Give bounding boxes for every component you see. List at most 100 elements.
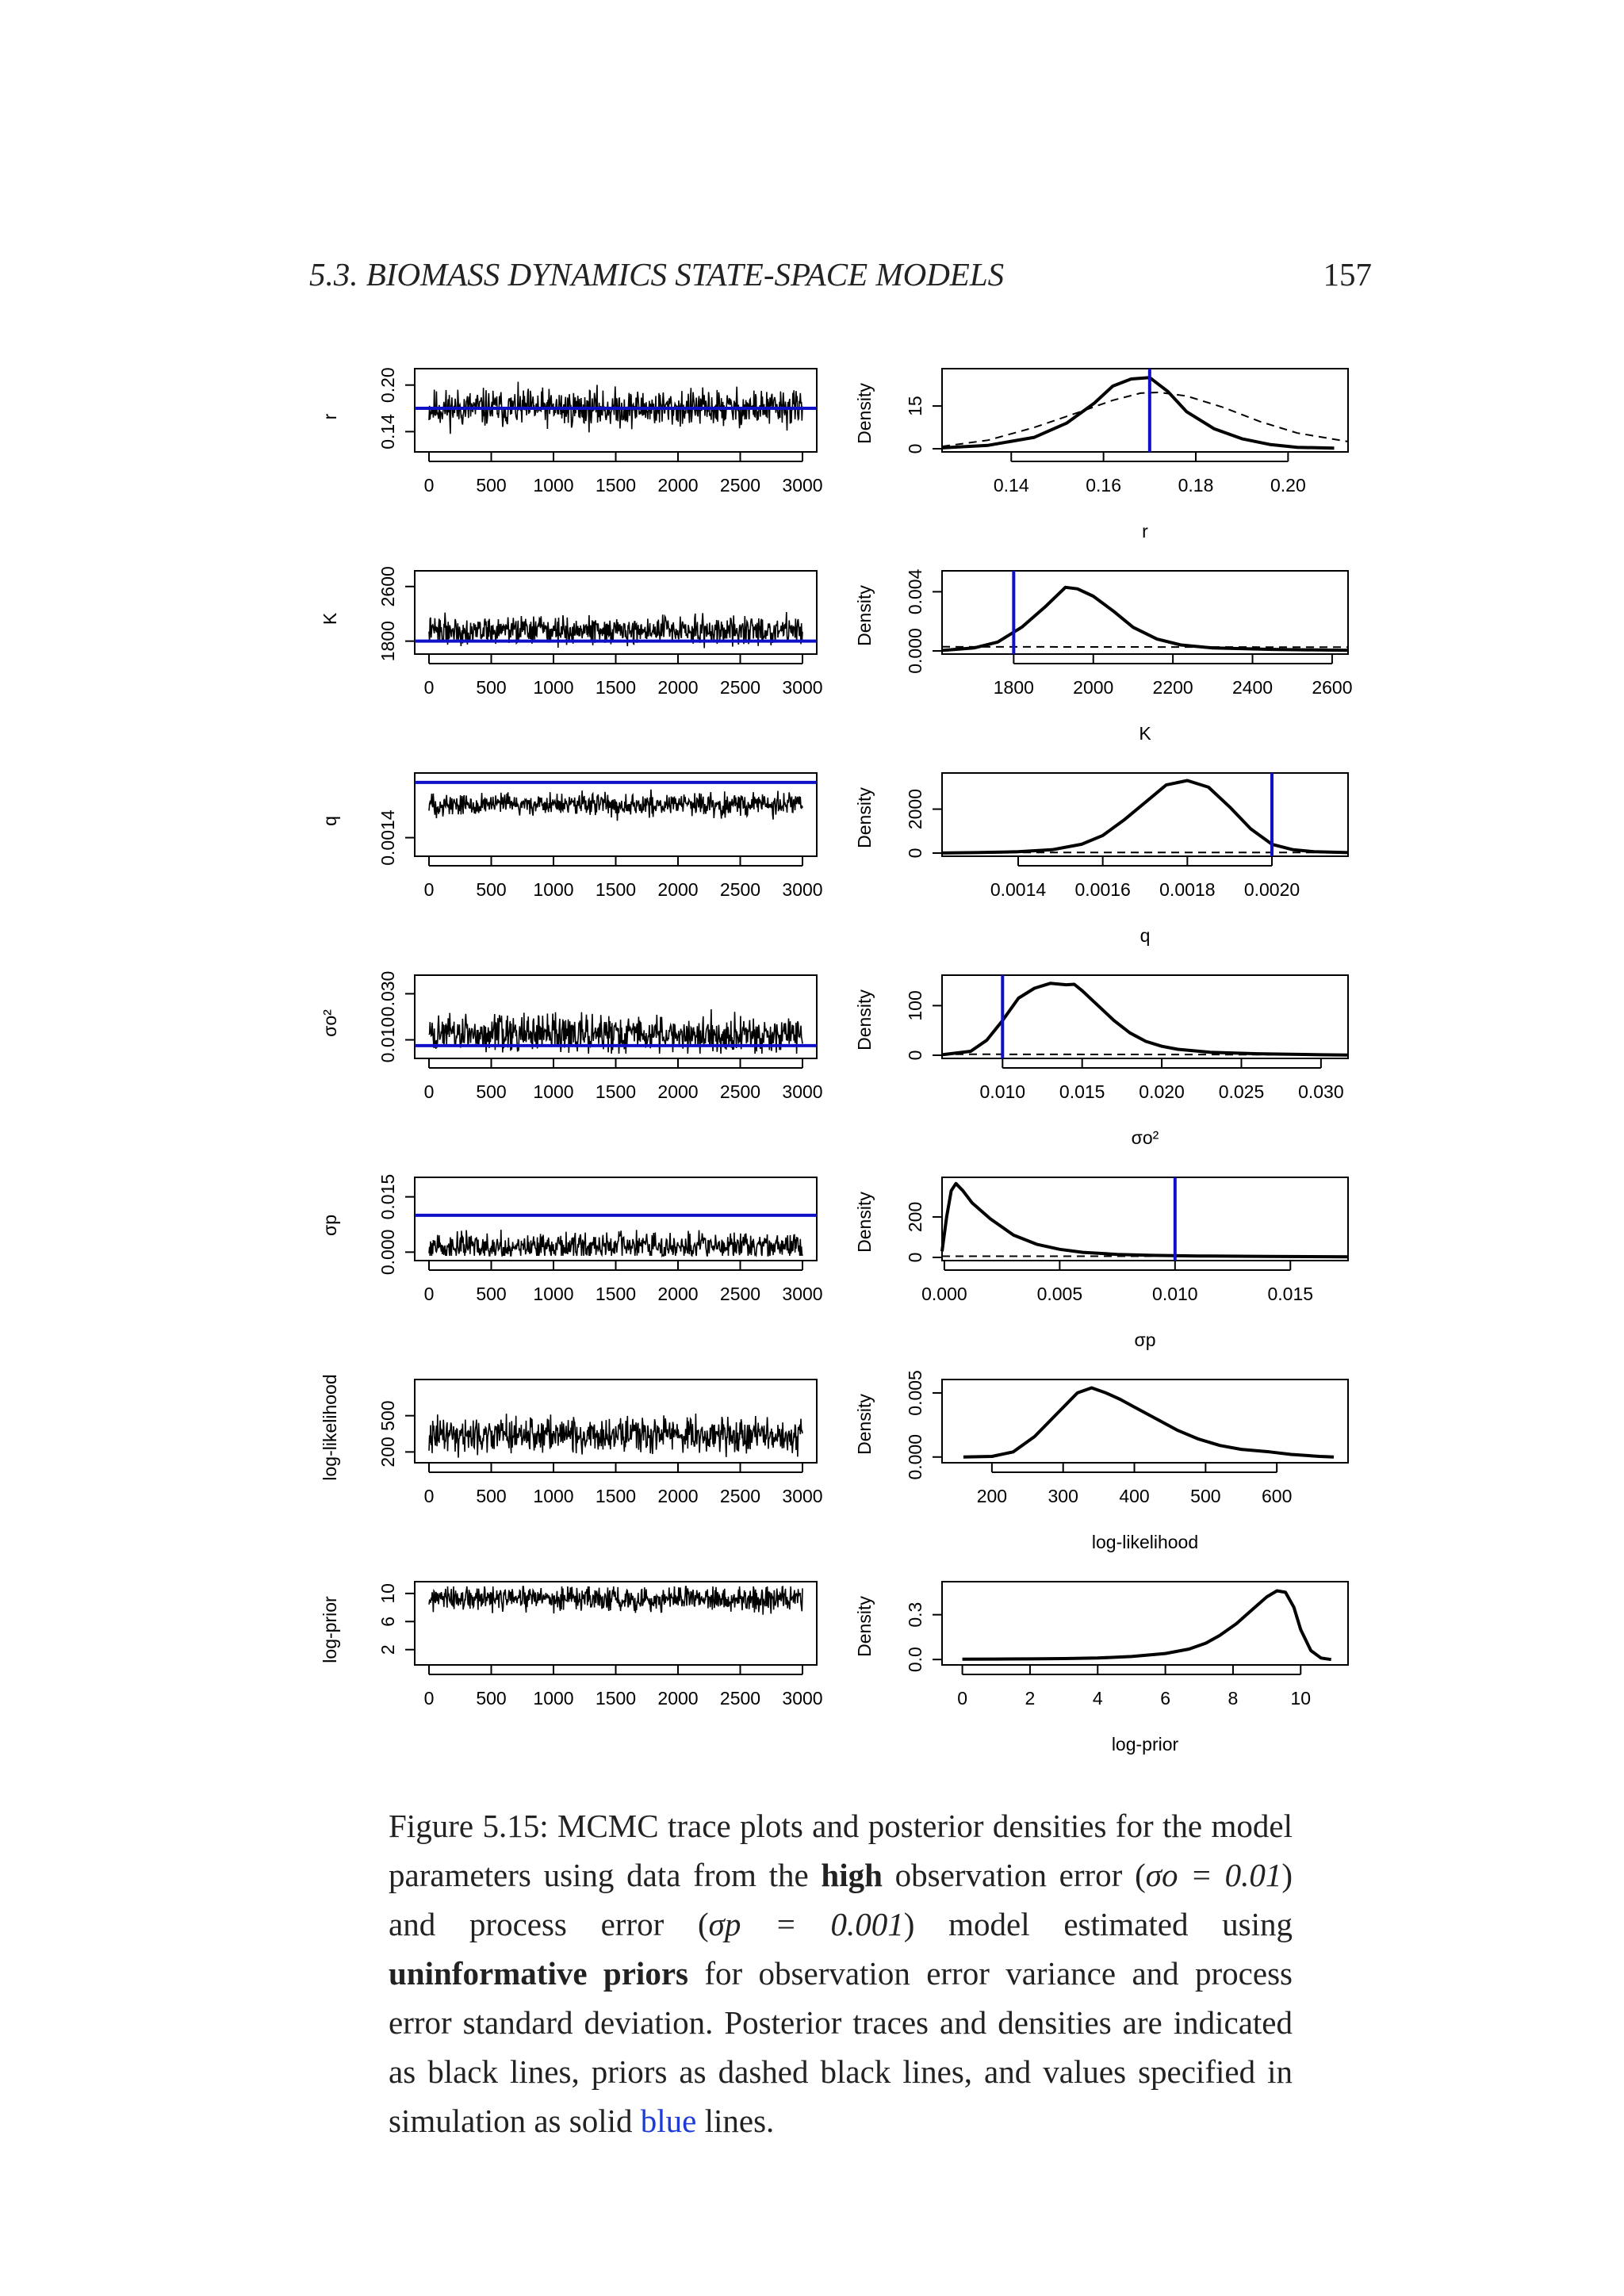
trace-y-label-log-prior: log-prior: [320, 1596, 340, 1663]
trace-x-tick-label: 2500: [720, 1284, 760, 1304]
density-x-tick-label: 2200: [1153, 677, 1193, 698]
density-plot-frame-sigma_p: [941, 1177, 1349, 1261]
trace-x-tick-label: 2500: [720, 475, 760, 496]
density-x-tick-label: 2600: [1312, 677, 1352, 698]
caption-text: ) model estimated using: [903, 1906, 1293, 1942]
trace-x-tick-label: 1000: [533, 677, 573, 698]
trace-x-tick-label: 1500: [596, 1486, 636, 1506]
caption-math-sigma-p: σp = 0.001: [708, 1906, 904, 1942]
trace-y-tick-label: 6: [377, 1617, 398, 1627]
trace-x-tick-label: 1000: [533, 475, 573, 496]
trace-x-tick-label: 1000: [533, 1081, 573, 1102]
density-y-tick-label: 0: [905, 1253, 925, 1263]
trace-y-label-sigma_p: σp: [320, 1215, 340, 1236]
page-number: 157: [1323, 256, 1373, 293]
density-x-tick-label: 400: [1119, 1486, 1149, 1506]
density-y-tick-label: 2000: [905, 789, 925, 829]
density-x-tick-label: 0.015: [1267, 1284, 1313, 1304]
caption-text: for observation error variance and proce…: [389, 1955, 1293, 2139]
posterior-curve-r: [941, 376, 1335, 450]
density-y-tick-label: 0.004: [905, 568, 925, 614]
trace-x-tick-label: 3000: [782, 1284, 822, 1304]
density-x-tick-label: 8: [1228, 1688, 1239, 1709]
density-y-tick-label: 100: [905, 990, 925, 1020]
trace-y-label-log-likelihood: log-likelihood: [320, 1374, 340, 1480]
posterior-curve-sigma_o_sq: [941, 982, 1349, 1057]
trace-x-tick-label: 1000: [533, 1486, 573, 1506]
section-title: 5.3. BIOMASS DYNAMICS STATE-SPACE MODELS: [309, 256, 1005, 293]
trace-x-tick-label: 1500: [596, 475, 636, 496]
posterior-curve-log-likelihood: [963, 1386, 1335, 1459]
trace-x-tick-label: 1500: [596, 1284, 636, 1304]
trace-x-tick-label: 0: [424, 1486, 435, 1506]
caption-bold-high: high: [821, 1857, 883, 1893]
density-x-tick-label: 4: [1093, 1688, 1103, 1709]
density-x-label-sigma_p: σp: [1135, 1330, 1156, 1350]
density-x-tick-label: 0.14: [994, 475, 1029, 496]
trace-y-tick-label: 500: [377, 1400, 398, 1430]
trace-x-tick-label: 500: [476, 475, 506, 496]
trace-x-tick-label: 3000: [782, 1081, 822, 1102]
posterior-curve-q: [941, 779, 1349, 855]
density-plot-frame-K: [941, 570, 1349, 655]
caption-text: lines.: [696, 2103, 775, 2139]
trace-x-tick-label: 2000: [657, 475, 698, 496]
density-x-tick-label: 0.20: [1270, 475, 1306, 496]
density-y-label: Density: [854, 1192, 875, 1253]
trace-y-tick-label: 2600: [377, 566, 398, 607]
trace-plot-frame-q: [414, 772, 818, 857]
density-x-label-sigma_o_sq: σo²: [1132, 1127, 1159, 1148]
caption-bold-priors: uninformative priors: [389, 1955, 688, 1992]
trace-x-tick-label: 0: [424, 879, 435, 900]
density-x-tick-label: 2000: [1073, 677, 1113, 698]
caption-math-sigma-o: σo = 0.01: [1145, 1857, 1282, 1893]
trace-x-tick-label: 2500: [720, 1081, 760, 1102]
density-y-tick-label: 0.005: [905, 1370, 925, 1416]
density-x-tick-label: 6: [1160, 1688, 1170, 1709]
trace-y-label-sigma_o_sq: σo²: [320, 1009, 340, 1037]
density-x-tick-label: 0.000: [921, 1284, 967, 1304]
trace-x-tick-label: 500: [476, 1486, 506, 1506]
trace-y-tick-label: 0.0014: [377, 809, 398, 866]
trace-y-tick-label: 0.20: [377, 367, 398, 403]
density-x-tick-label: 2: [1025, 1688, 1036, 1709]
trace-x-tick-label: 1000: [533, 1688, 573, 1709]
density-y-tick-label: 0.000: [905, 628, 925, 674]
density-plot-frame-r: [941, 368, 1349, 453]
caption-text: Figure 5.15: MCMC trace plots and poster…: [389, 1808, 1293, 1893]
trace-line-sigma_p: [428, 1230, 803, 1258]
trace-x-tick-label: 2000: [657, 1284, 698, 1304]
density-y-label: Density: [854, 585, 875, 646]
trace-y-tick-label: 0.015: [377, 1174, 398, 1220]
density-x-tick-label: 0: [957, 1688, 967, 1709]
trace-x-tick-label: 2000: [657, 1688, 698, 1709]
density-x-tick-label: 2400: [1232, 677, 1273, 698]
trace-y-label-r: r: [320, 413, 340, 419]
density-x-label-q: q: [1140, 925, 1151, 946]
trace-x-tick-label: 2000: [657, 1081, 698, 1102]
caption-blue-word: blue: [640, 2103, 697, 2139]
trace-x-tick-label: 3000: [782, 879, 822, 900]
trace-x-tick-label: 0: [424, 475, 435, 496]
density-x-tick-label: 0.005: [1037, 1284, 1083, 1304]
density-x-label-r: r: [1142, 521, 1148, 541]
density-x-tick-label: 0.16: [1086, 475, 1121, 496]
trace-x-tick-label: 2000: [657, 677, 698, 698]
trace-x-tick-label: 0: [424, 1688, 435, 1709]
density-x-tick-label: 0.0018: [1159, 879, 1215, 900]
density-plot-frame-log-prior: [941, 1581, 1349, 1666]
trace-x-tick-label: 3000: [782, 1688, 822, 1709]
trace-y-tick-label: 1800: [377, 621, 398, 661]
trace-x-tick-label: 1000: [533, 879, 573, 900]
density-y-tick-label: 0: [905, 444, 925, 454]
prior-curve-K: [941, 645, 1349, 649]
trace-x-tick-label: 0: [424, 1081, 435, 1102]
trace-line-q: [428, 789, 803, 821]
posterior-curve-log-prior: [962, 1589, 1331, 1662]
density-y-label: Density: [854, 1394, 875, 1455]
density-x-tick-label: 600: [1262, 1486, 1292, 1506]
density-y-label: Density: [854, 989, 875, 1050]
trace-x-tick-label: 3000: [782, 475, 822, 496]
trace-line-K: [428, 611, 803, 649]
